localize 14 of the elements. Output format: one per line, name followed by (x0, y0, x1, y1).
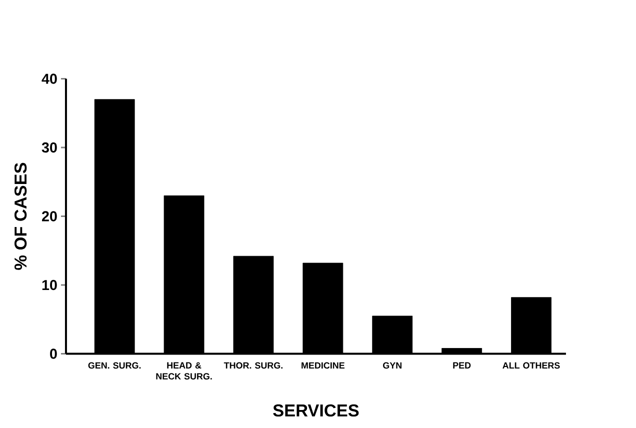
x-tick-label: GEN. SURG. (88, 362, 141, 369)
y-tick-label: 0 (50, 348, 57, 359)
x-axis-title: SERVICES (273, 404, 359, 417)
y-tick-label: 20 (42, 211, 57, 222)
y-axis-title: % OF CASES (14, 162, 27, 270)
x-tick-label: HEAD & NECK SURG. (156, 362, 212, 380)
x-tick-label: ALL OTHERS (502, 362, 560, 369)
y-tick-label: 30 (42, 142, 57, 153)
x-tick-label: PED (453, 362, 471, 368)
x-tick-label: MEDICINE (302, 362, 344, 369)
x-tick-label: GYN (383, 362, 402, 369)
y-tick-label: 40 (42, 74, 57, 84)
x-tick-label: THOR. SURG. (224, 362, 282, 369)
y-tick-label: 10 (42, 280, 57, 290)
